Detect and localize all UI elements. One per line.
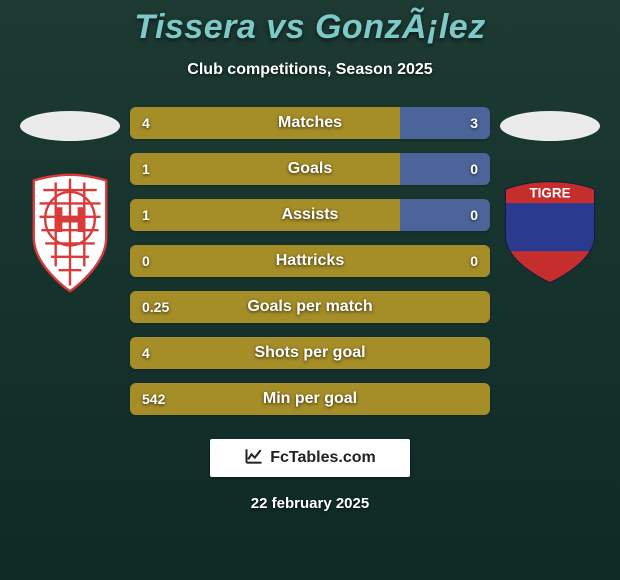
stat-right-value: 0 bbox=[470, 245, 478, 277]
main-row: 4Matches31Goals01Assists00Hattricks00.25… bbox=[0, 107, 620, 415]
stat-bars: 4Matches31Goals01Assists00Hattricks00.25… bbox=[130, 107, 490, 415]
stat-row: 4Matches3 bbox=[130, 107, 490, 139]
stat-label: Min per goal bbox=[130, 383, 490, 415]
content-root: Tissera vs GonzÃ¡lez Club competitions, … bbox=[0, 0, 620, 580]
left-team-logo bbox=[22, 171, 118, 295]
stat-label: Assists bbox=[130, 199, 490, 231]
stat-label: Goals per match bbox=[130, 291, 490, 323]
chart-icon bbox=[244, 446, 264, 471]
stat-label: Hattricks bbox=[130, 245, 490, 277]
stat-right-value: 3 bbox=[470, 107, 478, 139]
stat-row: 0.25Goals per match bbox=[130, 291, 490, 323]
stat-label: Goals bbox=[130, 153, 490, 185]
comparison-title: Tissera vs GonzÃ¡lez bbox=[0, 8, 620, 47]
stat-row: 542Min per goal bbox=[130, 383, 490, 415]
stat-label: Matches bbox=[130, 107, 490, 139]
brand-badge: FcTables.com bbox=[210, 439, 410, 477]
stat-row: 1Goals0 bbox=[130, 153, 490, 185]
stat-right-value: 0 bbox=[470, 153, 478, 185]
stat-row: 1Assists0 bbox=[130, 199, 490, 231]
left-side bbox=[20, 107, 120, 295]
right-flag-icon bbox=[500, 111, 600, 141]
left-flag-icon bbox=[20, 111, 120, 141]
right-side: TIGRE bbox=[500, 107, 600, 295]
comparison-subtitle: Club competitions, Season 2025 bbox=[0, 61, 620, 79]
stat-right-value: 0 bbox=[470, 199, 478, 231]
stat-row: 4Shots per goal bbox=[130, 337, 490, 369]
comparison-date: 22 february 2025 bbox=[0, 495, 620, 512]
stat-label: Shots per goal bbox=[130, 337, 490, 369]
svg-text:TIGRE: TIGRE bbox=[529, 185, 570, 200]
stat-row: 0Hattricks0 bbox=[130, 245, 490, 277]
brand-text: FcTables.com bbox=[270, 449, 376, 467]
right-team-logo: TIGRE bbox=[502, 171, 598, 295]
